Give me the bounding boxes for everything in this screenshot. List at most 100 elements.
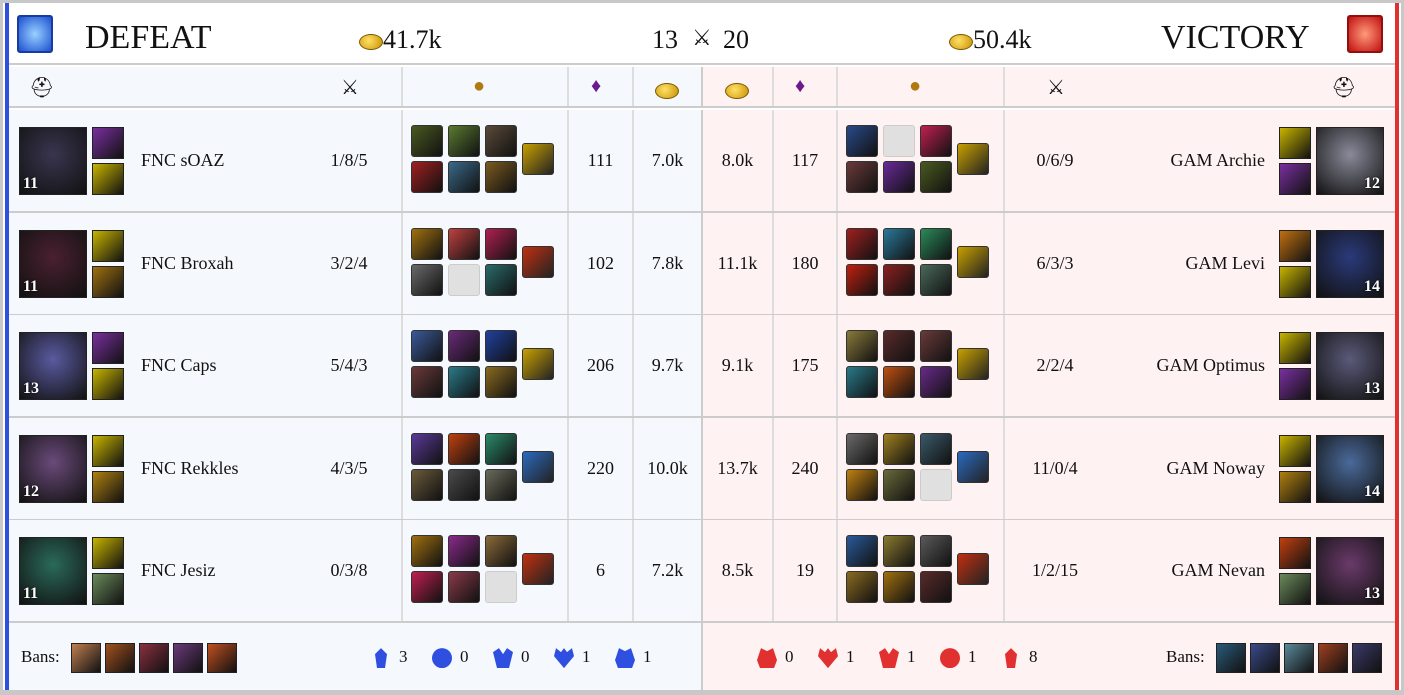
- item-icon[interactable]: [411, 161, 443, 193]
- item-icon[interactable]: [920, 227, 952, 260]
- summoner-spell-icon[interactable]: [1279, 537, 1311, 570]
- champion-portrait[interactable]: 14: [1316, 434, 1384, 503]
- player-name[interactable]: GAM Noway: [1166, 457, 1266, 478]
- summoner-spell-icon[interactable]: [1279, 127, 1311, 159]
- item-icon[interactable]: [448, 330, 480, 363]
- item-icon[interactable]: [883, 366, 915, 399]
- item-icon[interactable]: [846, 571, 878, 604]
- item-icon[interactable]: [448, 432, 480, 465]
- summoner-spell-icon[interactable]: [92, 573, 124, 606]
- summoner-spell-icon[interactable]: [1279, 368, 1311, 401]
- trinket-icon[interactable]: [522, 450, 554, 483]
- trinket-icon[interactable]: [957, 348, 989, 381]
- item-icon[interactable]: [411, 468, 443, 501]
- banned-champion-icon[interactable]: [105, 643, 135, 673]
- player-name[interactable]: FNC Rekkles: [141, 457, 239, 478]
- champion-portrait[interactable]: 13: [1316, 332, 1384, 401]
- item-icon[interactable]: [485, 161, 517, 193]
- summoner-spell-icon[interactable]: [92, 434, 124, 467]
- banned-champion-icon[interactable]: [1250, 643, 1280, 673]
- summoner-spell-icon[interactable]: [92, 163, 124, 195]
- trinket-icon[interactable]: [957, 245, 989, 278]
- trinket-icon[interactable]: [522, 553, 554, 586]
- item-icon[interactable]: [846, 535, 878, 568]
- item-icon[interactable]: [846, 125, 878, 157]
- champion-portrait[interactable]: 13: [1316, 537, 1384, 606]
- item-icon[interactable]: [883, 263, 915, 296]
- item-icon[interactable]: [411, 535, 443, 568]
- champion-portrait[interactable]: 11: [19, 537, 87, 606]
- item-icon[interactable]: [883, 227, 915, 260]
- summoner-spell-icon[interactable]: [92, 265, 124, 298]
- trinket-icon[interactable]: [522, 348, 554, 381]
- item-icon[interactable]: [485, 263, 517, 296]
- trinket-icon[interactable]: [957, 450, 989, 483]
- banned-champion-icon[interactable]: [207, 643, 237, 673]
- item-icon[interactable]: [448, 571, 480, 604]
- champion-portrait[interactable]: 12: [1316, 127, 1384, 195]
- summoner-spell-icon[interactable]: [92, 368, 124, 401]
- item-icon[interactable]: [846, 227, 878, 260]
- item-icon[interactable]: [846, 263, 878, 296]
- banned-champion-icon[interactable]: [1284, 643, 1314, 673]
- banned-champion-icon[interactable]: [1318, 643, 1348, 673]
- empty-item-slot[interactable]: [920, 468, 952, 501]
- empty-item-slot[interactable]: [448, 263, 480, 296]
- empty-item-slot[interactable]: [883, 125, 915, 157]
- item-icon[interactable]: [920, 161, 952, 193]
- summoner-spell-icon[interactable]: [1279, 573, 1311, 606]
- item-icon[interactable]: [411, 571, 443, 604]
- item-icon[interactable]: [846, 330, 878, 363]
- summoner-spell-icon[interactable]: [1279, 332, 1311, 365]
- player-name[interactable]: GAM Nevan: [1171, 560, 1265, 581]
- item-icon[interactable]: [920, 571, 952, 604]
- item-icon[interactable]: [485, 535, 517, 568]
- item-icon[interactable]: [883, 468, 915, 501]
- item-icon[interactable]: [411, 263, 443, 296]
- player-name[interactable]: GAM Optimus: [1156, 355, 1265, 376]
- empty-item-slot[interactable]: [485, 571, 517, 604]
- player-name[interactable]: FNC Jesiz: [141, 560, 216, 581]
- summoner-spell-icon[interactable]: [92, 229, 124, 262]
- banned-champion-icon[interactable]: [139, 643, 169, 673]
- player-name[interactable]: GAM Levi: [1185, 252, 1266, 273]
- player-name[interactable]: GAM Archie: [1170, 150, 1265, 170]
- player-name[interactable]: FNC Broxah: [141, 252, 234, 273]
- item-icon[interactable]: [448, 227, 480, 260]
- banned-champion-icon[interactable]: [1216, 643, 1246, 673]
- trinket-icon[interactable]: [957, 553, 989, 586]
- trinket-icon[interactable]: [957, 143, 989, 175]
- item-icon[interactable]: [411, 432, 443, 465]
- champion-portrait[interactable]: 14: [1316, 229, 1384, 298]
- item-icon[interactable]: [846, 432, 878, 465]
- banned-champion-icon[interactable]: [1352, 643, 1382, 673]
- champion-portrait[interactable]: 13: [19, 332, 87, 401]
- item-icon[interactable]: [920, 330, 952, 363]
- item-icon[interactable]: [846, 161, 878, 193]
- summoner-spell-icon[interactable]: [1279, 265, 1311, 298]
- item-icon[interactable]: [485, 227, 517, 260]
- summoner-spell-icon[interactable]: [92, 332, 124, 365]
- banned-champion-icon[interactable]: [71, 643, 101, 673]
- summoner-spell-icon[interactable]: [1279, 434, 1311, 467]
- item-icon[interactable]: [411, 125, 443, 157]
- item-icon[interactable]: [920, 432, 952, 465]
- item-icon[interactable]: [920, 535, 952, 568]
- item-icon[interactable]: [846, 468, 878, 501]
- item-icon[interactable]: [883, 535, 915, 568]
- item-icon[interactable]: [485, 125, 517, 157]
- summoner-spell-icon[interactable]: [1279, 229, 1311, 262]
- summoner-spell-icon[interactable]: [92, 537, 124, 570]
- champion-portrait[interactable]: 11: [19, 229, 87, 298]
- item-icon[interactable]: [485, 468, 517, 501]
- item-icon[interactable]: [411, 227, 443, 260]
- item-icon[interactable]: [920, 366, 952, 399]
- trinket-icon[interactable]: [522, 245, 554, 278]
- item-icon[interactable]: [485, 366, 517, 399]
- summoner-spell-icon[interactable]: [1279, 470, 1311, 503]
- item-icon[interactable]: [846, 366, 878, 399]
- item-icon[interactable]: [920, 125, 952, 157]
- summoner-spell-icon[interactable]: [92, 470, 124, 503]
- item-icon[interactable]: [448, 125, 480, 157]
- player-name[interactable]: FNC sOAZ: [141, 150, 225, 170]
